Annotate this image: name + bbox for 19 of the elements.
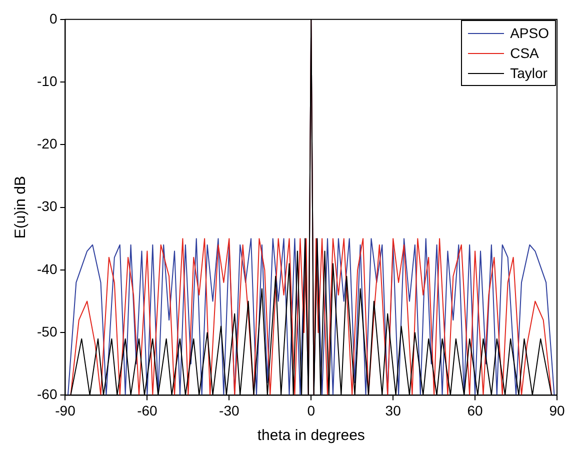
- x-tick-label: -60: [137, 402, 158, 418]
- x-tick-label: 60: [467, 402, 484, 418]
- x-tick-label: -90: [55, 402, 76, 418]
- x-axis-title: theta in degrees: [257, 427, 365, 444]
- legend-label: Taylor: [510, 65, 548, 82]
- y-tick-label: -20: [37, 136, 58, 152]
- y-tick-label: -50: [37, 323, 58, 340]
- y-tick-label: -60: [37, 386, 58, 402]
- legend-label: CSA: [510, 45, 539, 62]
- x-tick-label: -30: [219, 402, 240, 418]
- x-tick-label: 30: [385, 402, 402, 418]
- x-tick-label: 90: [549, 402, 565, 418]
- y-tick-label: 0: [49, 10, 58, 26]
- y-tick-label: -30: [37, 198, 58, 214]
- y-tick-label: -10: [37, 72, 58, 89]
- legend-label: APSO: [510, 25, 549, 42]
- x-tick-label: 0: [307, 402, 316, 418]
- y-axis-title: E(u)in dB: [12, 176, 30, 239]
- y-tick-label: -40: [37, 260, 58, 277]
